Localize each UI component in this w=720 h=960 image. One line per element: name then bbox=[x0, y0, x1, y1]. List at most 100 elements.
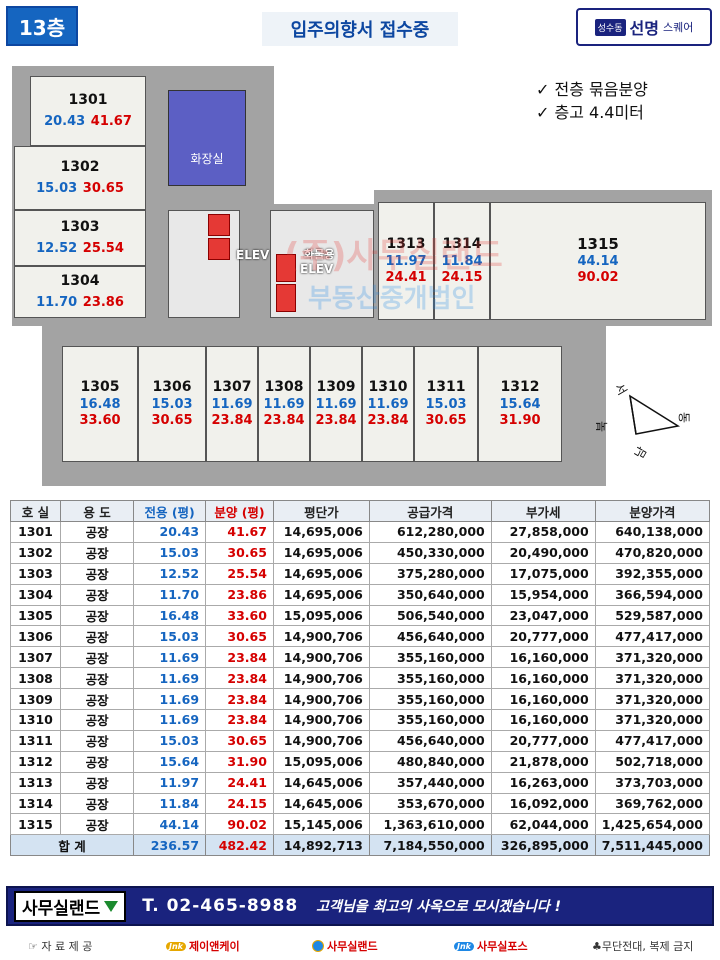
table-cell: 공장 bbox=[59, 667, 135, 690]
table-cell: 33.60 bbox=[205, 604, 274, 627]
unit-1302[interactable]: 1302 15.03 30.65 bbox=[14, 146, 146, 210]
table-cell: 470,820,000 bbox=[594, 541, 711, 564]
unit-number: 1308 bbox=[264, 379, 304, 395]
unit-1309[interactable]: 1309 11.69 23.84 bbox=[310, 346, 362, 462]
table-cell: 23,047,000 bbox=[490, 604, 596, 627]
unit-1312[interactable]: 1312 15.64 31.90 bbox=[478, 346, 562, 462]
credit-office-plus-label: 사무실포스 bbox=[477, 940, 528, 953]
unit-1303[interactable]: 1303 12.52 25.54 bbox=[14, 210, 146, 266]
table-row: 1311 공장 15.03 30.65 14,900,706 456,640,000 20,… bbox=[10, 729, 711, 752]
table-cell: 502,718,000 bbox=[594, 750, 711, 773]
credits-bar: ☞ 자 료 제 공 Jnk 제이앤케이 사무실랜드 Jnk 사무실포스 ♣무단전… bbox=[0, 934, 720, 956]
elevator-car bbox=[208, 238, 230, 260]
unit-1301[interactable]: 1301 20.43 41.67 bbox=[30, 76, 146, 146]
table-cell: 16,160,000 bbox=[490, 709, 596, 731]
table-cell: 355,160,000 bbox=[368, 646, 492, 669]
table-cell: 355,160,000 bbox=[368, 709, 492, 731]
table-cell: 375,280,000 bbox=[368, 562, 492, 585]
unit-sale-area: 30.65 bbox=[151, 412, 193, 428]
table-row: 1307 공장 11.69 23.84 14,900,706 355,160,000 16,… bbox=[10, 646, 711, 669]
table-cell: 1304 bbox=[10, 583, 61, 606]
table-cell: 공장 bbox=[59, 646, 135, 669]
unit-sale-area: 30.65 bbox=[82, 180, 124, 196]
total-cell: 326,895,000 bbox=[490, 834, 596, 857]
table-cell: 공장 bbox=[59, 750, 135, 773]
unit-1305[interactable]: 1305 16.48 33.60 bbox=[62, 346, 138, 462]
table-cell: 350,640,000 bbox=[368, 583, 492, 606]
table-cell: 공장 bbox=[59, 604, 135, 627]
unit-1308[interactable]: 1308 11.69 23.84 bbox=[258, 346, 310, 462]
total-cell: 14,892,713 bbox=[272, 834, 370, 857]
footer-contact-bar: 사무실랜드 T. 02-465-8988 고객님을 최고의 사옥으로 모시겠습니… bbox=[6, 886, 714, 926]
price-table-body: 1301 공장 20.43 41.67 14,695,006 612,280,000 27,… bbox=[9, 521, 711, 857]
table-cell: 450,330,000 bbox=[368, 541, 492, 564]
floor-plan: 1301 20.43 41.67 1302 15.03 30.65 1303 1… bbox=[8, 66, 712, 486]
table-row: 1314 공장 11.84 24.15 14,645,006 353,670,000 16,… bbox=[10, 792, 711, 815]
table-row: 1305 공장 16.48 33.60 15,095,006 506,540,000 23,… bbox=[10, 604, 711, 627]
table-cell: 공장 bbox=[59, 688, 135, 711]
table-cell: 공장 bbox=[59, 521, 135, 543]
table-cell: 공장 bbox=[59, 541, 135, 564]
table-cell: 12.52 bbox=[133, 562, 207, 585]
elevator-2-label-b: ELEV bbox=[300, 262, 334, 276]
unit-area: 12.52 bbox=[36, 240, 78, 256]
unit-area: 20.43 bbox=[44, 113, 86, 129]
unit-number: 1305 bbox=[80, 379, 120, 395]
unit-number: 1315 bbox=[577, 235, 619, 254]
table-cell: 353,670,000 bbox=[368, 792, 492, 815]
table-cell: 1301 bbox=[10, 521, 61, 543]
table-cell: 15,095,006 bbox=[272, 750, 370, 773]
table-cell: 30.65 bbox=[205, 541, 274, 564]
table-cell: 1303 bbox=[10, 562, 61, 585]
credit-office-land-label: 사무실랜드 bbox=[327, 940, 378, 953]
table-cell: 14,695,006 bbox=[272, 521, 370, 543]
unit-number: 1302 bbox=[60, 159, 100, 176]
unit-area: 11.69 bbox=[315, 396, 357, 412]
unit-1307[interactable]: 1307 11.69 23.84 bbox=[206, 346, 258, 462]
feature-notes: ✓ 전층 묶음분양 ✓ 층고 4.4미터 bbox=[536, 78, 648, 124]
table-row: 1302 공장 15.03 30.65 14,695,006 450,330,000 20,… bbox=[10, 541, 711, 564]
unit-1313[interactable]: 1313 11.97 24.41 bbox=[378, 202, 434, 320]
total-cell: 7,511,445,000 bbox=[594, 834, 711, 857]
unit-1306[interactable]: 1306 15.03 30.65 bbox=[138, 346, 206, 462]
table-cell: 14,900,706 bbox=[272, 709, 370, 731]
table-cell: 16,160,000 bbox=[490, 667, 596, 690]
table-cell: 15,095,006 bbox=[272, 604, 370, 627]
unit-1304[interactable]: 1304 11.70 23.86 bbox=[14, 266, 146, 318]
unit-sale-area: 23.86 bbox=[82, 294, 124, 310]
table-cell: 456,640,000 bbox=[368, 729, 492, 752]
footer-phone[interactable]: T. 02-465-8988 bbox=[142, 896, 299, 916]
table-cell: 11.97 bbox=[133, 771, 207, 794]
table-cell: 506,540,000 bbox=[368, 604, 492, 627]
col-header: 공급가격 bbox=[368, 500, 492, 522]
table-cell: 41.67 bbox=[205, 521, 274, 543]
price-table: 호 실 용 도 전용 (평) 분양 (평) 평단가 공급가격 부가세 분양가격 … bbox=[9, 500, 711, 857]
table-total-row: 합 계 236.57 482.42 14,892,713 7,184,550,000 32… bbox=[9, 834, 711, 857]
table-cell: 공장 bbox=[59, 562, 135, 585]
table-row: 1310 공장 11.69 23.84 14,900,706 355,160,000 16,… bbox=[10, 709, 711, 731]
table-cell: 31.90 bbox=[205, 750, 274, 773]
table-cell: 355,160,000 bbox=[368, 688, 492, 711]
table-cell: 16,160,000 bbox=[490, 688, 596, 711]
table-cell: 1306 bbox=[10, 625, 61, 648]
table-cell: 15,954,000 bbox=[490, 583, 596, 606]
credit-office-land: 사무실랜드 bbox=[312, 938, 378, 954]
table-cell: 16,092,000 bbox=[490, 792, 596, 815]
brand-logo-main: 선명 bbox=[629, 19, 659, 38]
table-cell: 1302 bbox=[10, 541, 61, 564]
table-cell: 1308 bbox=[10, 667, 61, 690]
table-cell: 23.84 bbox=[205, 667, 274, 690]
unit-1311[interactable]: 1311 15.03 30.65 bbox=[414, 346, 478, 462]
brand-logo-sub: 스퀘어 bbox=[662, 21, 694, 34]
unit-1310[interactable]: 1310 11.69 23.84 bbox=[362, 346, 414, 462]
unit-1315[interactable]: 1315 44.14 90.02 bbox=[490, 202, 706, 320]
floor-badge: 13층 bbox=[6, 6, 78, 46]
table-cell: 공장 bbox=[59, 771, 135, 794]
table-cell: 14,645,006 bbox=[272, 771, 370, 794]
table-cell: 20,490,000 bbox=[490, 541, 596, 564]
unit-1314[interactable]: 1314 11.84 24.15 bbox=[434, 202, 490, 320]
note-bundle-sale: ✓ 전층 묶음분양 bbox=[536, 80, 648, 99]
table-cell: 480,840,000 bbox=[368, 750, 492, 773]
unit-number: 1306 bbox=[152, 379, 192, 395]
page-title: 입주의향서 접수중 bbox=[262, 12, 458, 46]
